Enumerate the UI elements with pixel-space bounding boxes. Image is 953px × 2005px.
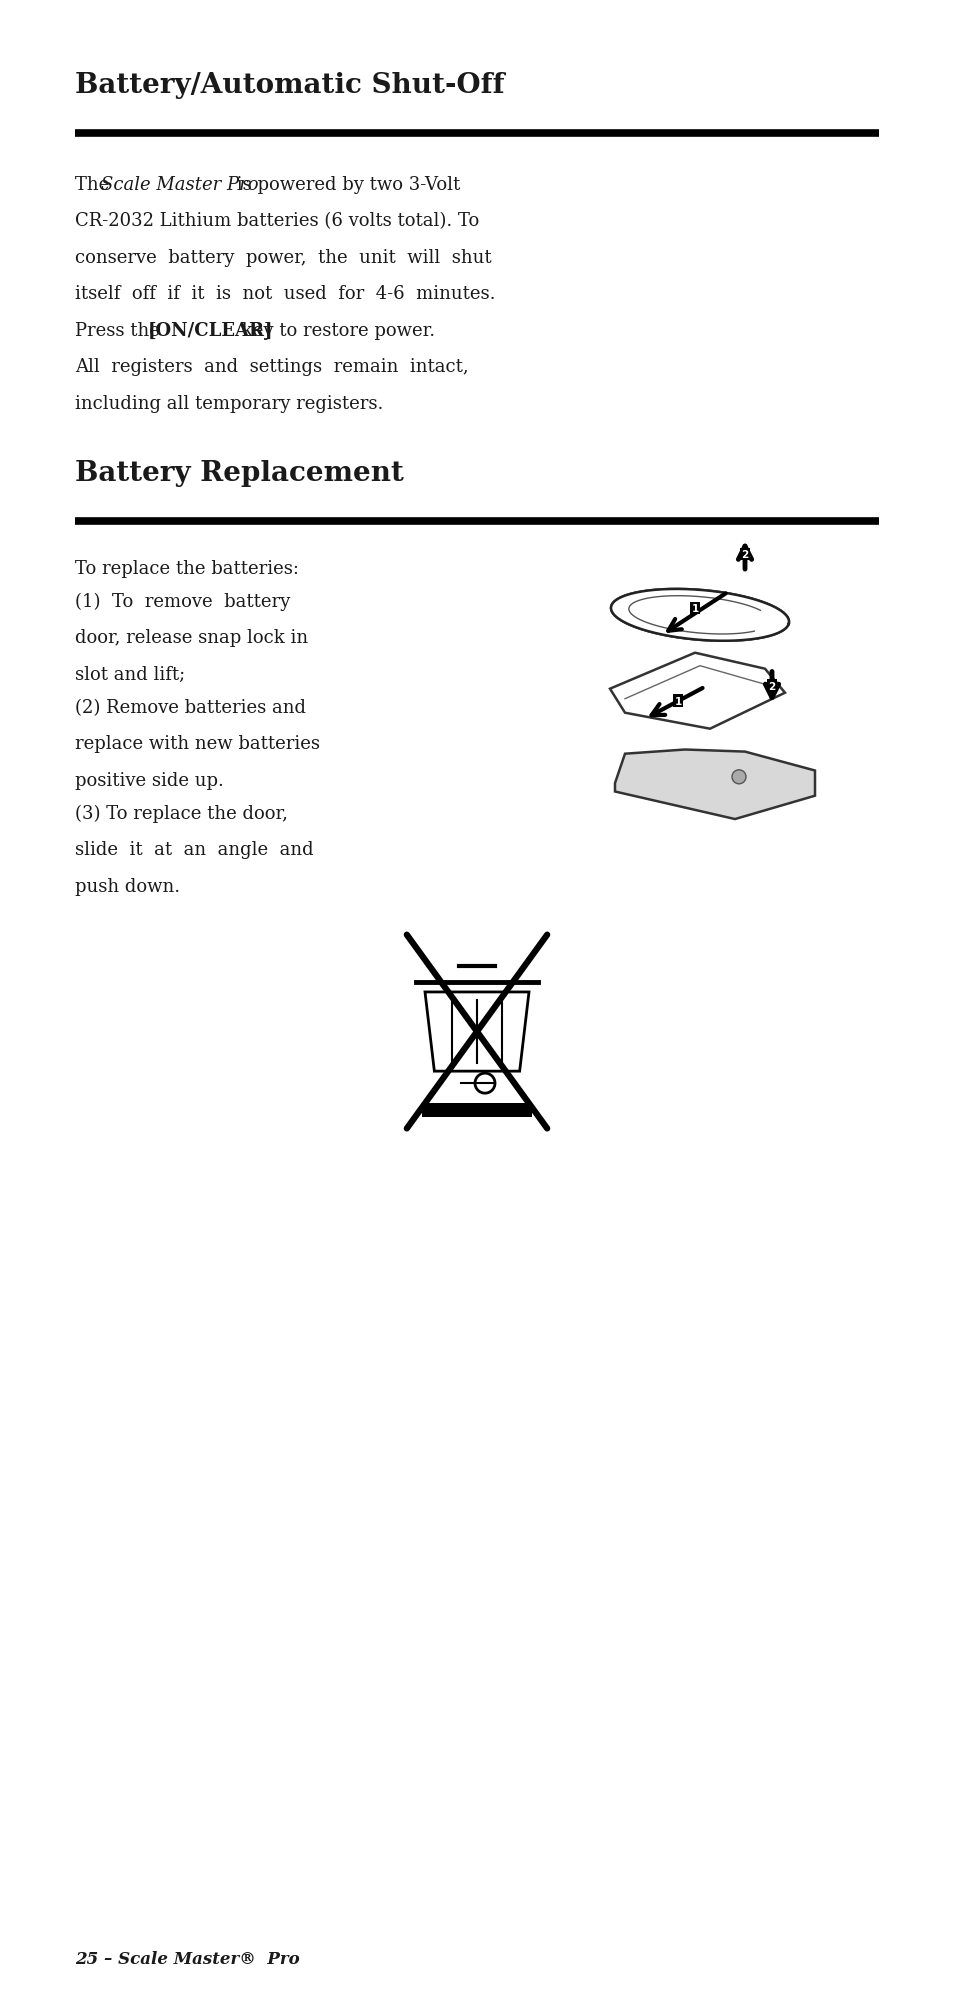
Text: push down.: push down. (75, 876, 180, 894)
Polygon shape (610, 589, 788, 642)
Bar (422, 1103, 531, 1117)
Circle shape (731, 770, 745, 784)
Polygon shape (615, 750, 814, 820)
Polygon shape (424, 992, 529, 1071)
Text: [ON/CLEAR]: [ON/CLEAR] (148, 323, 274, 339)
Text: All  registers  and  settings  remain  intact,: All registers and settings remain intact… (75, 359, 468, 377)
Text: Press the: Press the (75, 323, 166, 339)
Text: 1: 1 (691, 604, 698, 614)
Text: 25 – Scale Master®  Pro: 25 – Scale Master® Pro (75, 1951, 299, 1967)
Text: To replace the batteries:: To replace the batteries: (75, 559, 298, 577)
Text: slide  it  at  an  angle  and: slide it at an angle and (75, 840, 314, 858)
Text: 1: 1 (674, 696, 680, 706)
Text: is powered by two 3-Volt: is powered by two 3-Volt (231, 176, 459, 194)
Text: CR-2032 Lithium batteries (6 volts total). To: CR-2032 Lithium batteries (6 volts total… (75, 213, 478, 231)
Text: (3) To replace the door,: (3) To replace the door, (75, 804, 288, 822)
Text: itself  off  if  it  is  not  used  for  4-6  minutes.: itself off if it is not used for 4-6 min… (75, 285, 495, 303)
Polygon shape (609, 654, 784, 730)
Text: positive side up.: positive side up. (75, 772, 224, 790)
Text: conserve  battery  power,  the  unit  will  shut: conserve battery power, the unit will sh… (75, 249, 491, 267)
Text: 2: 2 (740, 549, 748, 559)
Text: 2: 2 (767, 682, 775, 692)
Text: including all temporary registers.: including all temporary registers. (75, 395, 383, 413)
Text: key to restore power.: key to restore power. (235, 323, 435, 339)
Text: Battery/Automatic Shut-Off: Battery/Automatic Shut-Off (75, 72, 504, 98)
Text: The: The (75, 176, 115, 194)
Text: (1)  To  remove  battery: (1) To remove battery (75, 593, 290, 612)
Text: door, release snap lock in: door, release snap lock in (75, 630, 308, 648)
Text: replace with new batteries: replace with new batteries (75, 736, 319, 752)
Text: (2) Remove batteries and: (2) Remove batteries and (75, 698, 306, 716)
Text: Scale Master Pro: Scale Master Pro (101, 176, 258, 194)
Text: slot and lift;: slot and lift; (75, 666, 185, 684)
Text: Battery Replacement: Battery Replacement (75, 459, 403, 487)
